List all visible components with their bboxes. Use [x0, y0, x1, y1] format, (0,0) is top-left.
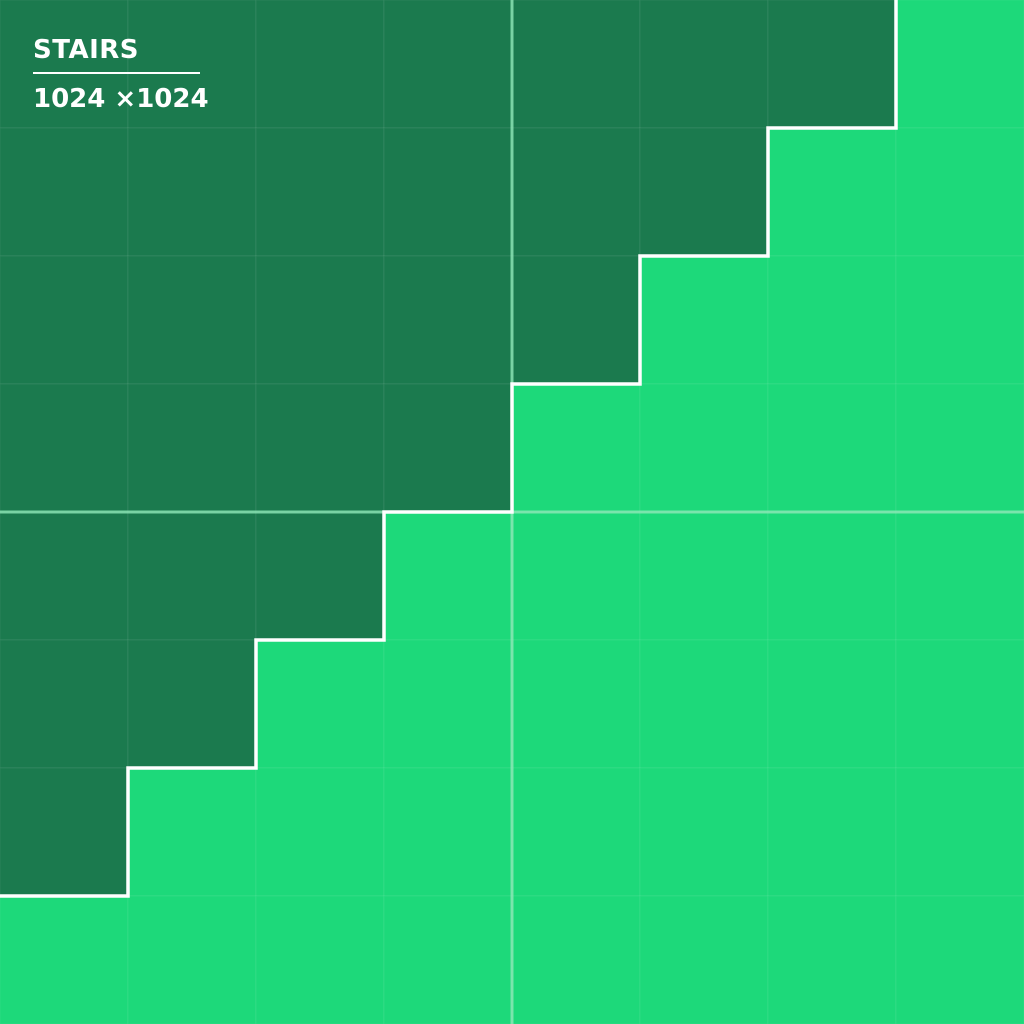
grid-cell [127, 511, 257, 641]
grid-cell [639, 127, 769, 257]
grid-cell [639, 255, 769, 385]
grid-cell [255, 383, 385, 513]
grid-cell [511, 127, 641, 257]
grid-cell [639, 511, 769, 641]
grid-cell [639, 639, 769, 769]
grid-cell [767, 255, 897, 385]
grid-cell [767, 0, 897, 129]
grid-cell [255, 511, 385, 641]
grid-cell [895, 767, 1024, 897]
grid-cell [383, 383, 513, 513]
grid-cell [383, 0, 513, 129]
grid-cell [511, 0, 641, 129]
grid-cell [895, 383, 1024, 513]
grid-cell [127, 127, 257, 257]
grid-cell [127, 767, 257, 897]
header-label: STAIRS 1024 ×1024 [33, 34, 209, 114]
grid-cell [895, 0, 1024, 129]
grid-cell [255, 767, 385, 897]
grid-cell [383, 639, 513, 769]
grid-cell [639, 767, 769, 897]
stair-line [0, 0, 898, 898]
grid-cell [127, 383, 257, 513]
grid-cell [767, 383, 897, 513]
grid-cell [0, 639, 129, 769]
grid-cell [511, 639, 641, 769]
grid-cell [255, 0, 385, 129]
grid-cell [127, 255, 257, 385]
grid-cell [0, 511, 129, 641]
grid-cell [0, 0, 129, 129]
grid-cell [767, 511, 897, 641]
grid-cell [255, 895, 385, 1024]
grid-cell [895, 895, 1024, 1024]
grid-cell [383, 511, 513, 641]
grid-cell [511, 767, 641, 897]
grid-cell [127, 0, 257, 129]
grid-cell [895, 255, 1024, 385]
grid-cell [767, 639, 897, 769]
grid-cell [511, 255, 641, 385]
grid-cell [767, 767, 897, 897]
grid-cell [383, 127, 513, 257]
grid-cell [511, 895, 641, 1024]
grid-cell [767, 127, 897, 257]
grid-cell [895, 127, 1024, 257]
grid-cell [255, 127, 385, 257]
grid-cell [767, 895, 897, 1024]
grid-cell [255, 639, 385, 769]
grid-cell [0, 255, 129, 385]
grid-cell [0, 895, 129, 1024]
grid-cell [0, 127, 129, 257]
title: STAIRS [33, 35, 139, 65]
grid-cell [895, 511, 1024, 641]
grid-cell [0, 383, 129, 513]
grid-cell [511, 383, 641, 513]
grid-cell [639, 383, 769, 513]
grid-cell [895, 639, 1024, 769]
grid-cell [383, 767, 513, 897]
grid-cell [639, 0, 769, 129]
grid-cell [127, 895, 257, 1024]
title-divider [33, 72, 200, 74]
grid-cell [383, 255, 513, 385]
grid-cell [0, 767, 129, 897]
grid-cell [511, 511, 641, 641]
size-label: 1024 ×1024 [33, 84, 209, 114]
grid-cell [639, 895, 769, 1024]
grid-cell [383, 895, 513, 1024]
grid-cell [255, 255, 385, 385]
grid-cell [127, 639, 257, 769]
